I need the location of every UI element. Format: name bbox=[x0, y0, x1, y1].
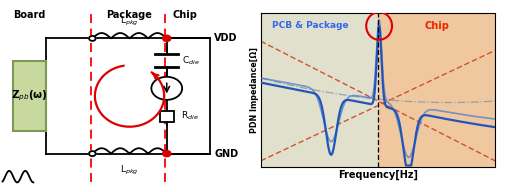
Bar bbox=[13, 61, 46, 131]
Text: C$_{die}$: C$_{die}$ bbox=[182, 54, 200, 67]
Bar bbox=[261, 13, 378, 167]
Circle shape bbox=[163, 151, 171, 157]
Y-axis label: PDN Impedance[Ω]: PDN Impedance[Ω] bbox=[250, 47, 259, 133]
Circle shape bbox=[163, 35, 171, 41]
Text: Chip: Chip bbox=[172, 10, 197, 20]
Text: Board: Board bbox=[13, 10, 46, 20]
Bar bbox=[160, 111, 174, 122]
Text: VDD: VDD bbox=[214, 33, 238, 43]
Text: L$_{pkg}$: L$_{pkg}$ bbox=[120, 164, 139, 177]
Text: R$_{die}$: R$_{die}$ bbox=[181, 110, 199, 122]
Text: L$_{pkg}$: L$_{pkg}$ bbox=[120, 15, 139, 28]
Circle shape bbox=[151, 77, 182, 100]
Bar bbox=[378, 13, 495, 167]
Text: PCB & Package: PCB & Package bbox=[272, 21, 348, 30]
Text: Chip: Chip bbox=[424, 21, 449, 31]
Circle shape bbox=[89, 151, 96, 156]
Text: Z$_{pb}$(ω): Z$_{pb}$(ω) bbox=[11, 89, 48, 103]
Text: GND: GND bbox=[214, 149, 238, 159]
X-axis label: Frequency[Hz]: Frequency[Hz] bbox=[338, 170, 418, 180]
Circle shape bbox=[89, 36, 96, 41]
Text: Package: Package bbox=[107, 10, 152, 20]
